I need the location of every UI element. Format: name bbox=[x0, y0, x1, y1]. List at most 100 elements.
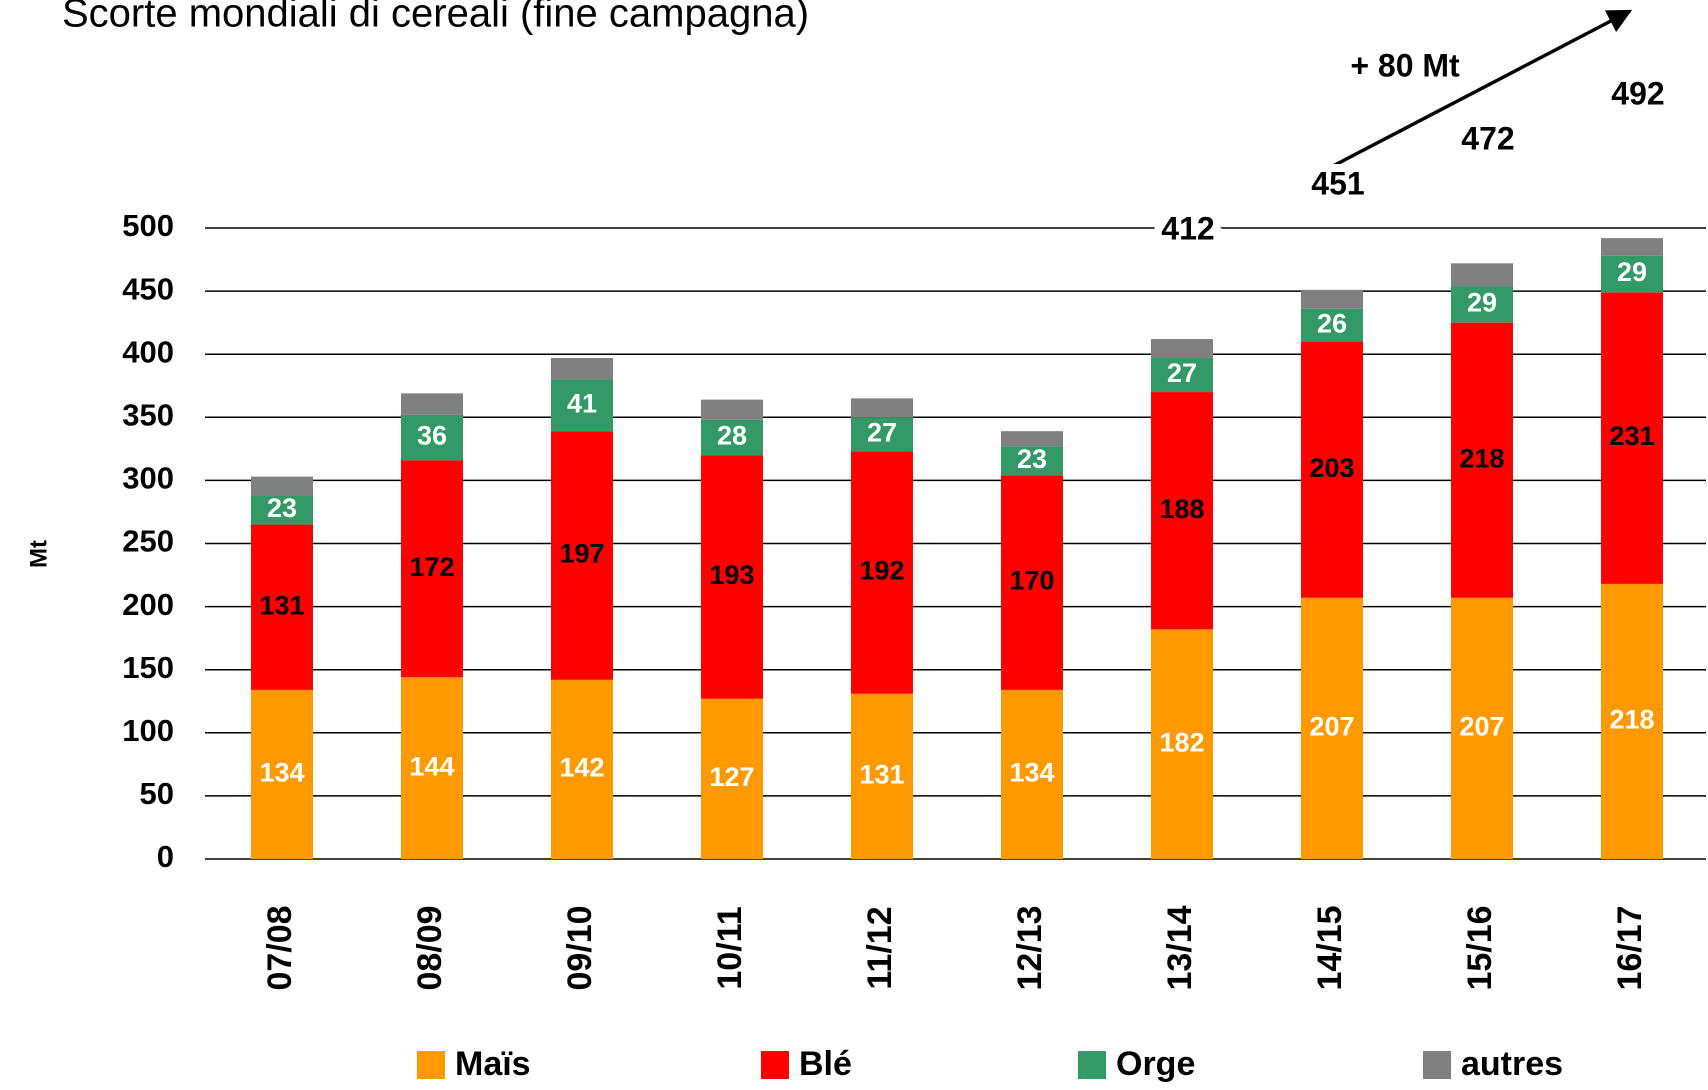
legend-swatch bbox=[1423, 1051, 1451, 1079]
value-label: 29 bbox=[1617, 257, 1647, 287]
x-tick-label: 07/08 bbox=[261, 905, 299, 990]
value-label: 188 bbox=[1159, 494, 1204, 524]
y-tick-label: 200 bbox=[122, 587, 174, 622]
value-label: 218 bbox=[1609, 705, 1654, 735]
bar-segment bbox=[851, 398, 913, 418]
value-label: 23 bbox=[267, 493, 297, 523]
legend-label: autres bbox=[1461, 1045, 1563, 1083]
trend-arrow bbox=[1309, 9, 1633, 180]
y-tick-label: 500 bbox=[122, 208, 174, 243]
value-label: 41 bbox=[567, 388, 597, 418]
x-tick-label: 15/16 bbox=[1461, 905, 1499, 990]
bar-segment bbox=[1601, 292, 1663, 584]
bar-segment bbox=[551, 379, 613, 432]
bar-segment bbox=[1001, 446, 1063, 476]
bar-segment bbox=[851, 693, 913, 859]
bar-segment bbox=[1001, 689, 1063, 859]
value-label: 131 bbox=[859, 759, 904, 789]
bar-segment bbox=[251, 495, 313, 525]
annotation: + 80 Mt bbox=[1350, 47, 1460, 83]
legend-swatch bbox=[1078, 1051, 1106, 1079]
value-label: 218 bbox=[1459, 443, 1504, 473]
value-label: 182 bbox=[1159, 727, 1204, 757]
x-tick-label: 11/12 bbox=[861, 906, 899, 989]
bar-segment bbox=[1151, 339, 1213, 358]
y-tick-label: 50 bbox=[140, 776, 174, 811]
bar-segment bbox=[1001, 431, 1063, 447]
value-label: 197 bbox=[559, 539, 604, 569]
x-tick-label: 13/14 bbox=[1161, 905, 1199, 990]
bar-segment bbox=[701, 698, 763, 859]
x-tick-label: 08/09 bbox=[411, 905, 449, 990]
value-label: 207 bbox=[1459, 712, 1504, 742]
y-tick-label: 150 bbox=[122, 650, 174, 685]
bar-segment bbox=[701, 419, 763, 456]
bar-segment bbox=[1151, 357, 1213, 393]
bar-segment bbox=[1601, 255, 1663, 293]
value-label: 131 bbox=[259, 590, 304, 620]
total-label: 451 bbox=[1311, 165, 1364, 201]
x-tick-label: 14/15 bbox=[1311, 905, 1349, 990]
bar-segment bbox=[401, 460, 463, 678]
bar-segment bbox=[251, 689, 313, 859]
y-tick-label: 250 bbox=[122, 524, 174, 559]
y-tick-label: 100 bbox=[122, 713, 174, 748]
x-tick-label: 16/17 bbox=[1611, 905, 1649, 990]
value-label: 36 bbox=[417, 421, 447, 451]
bar-segment bbox=[1001, 475, 1063, 690]
value-label: 26 bbox=[1317, 308, 1347, 338]
total-label: 472 bbox=[1461, 120, 1514, 156]
bar-segment bbox=[1151, 392, 1213, 630]
bar-segment bbox=[551, 357, 613, 380]
y-tick-label: 400 bbox=[122, 334, 174, 369]
y-tick-label: 350 bbox=[122, 397, 174, 432]
bar-segment bbox=[1601, 238, 1663, 256]
legend-label: Orge bbox=[1116, 1045, 1195, 1083]
value-label: 134 bbox=[1009, 758, 1054, 788]
bar-segment bbox=[551, 679, 613, 859]
y-tick-label: 450 bbox=[122, 271, 174, 306]
legend-label: Blé bbox=[799, 1045, 852, 1083]
total-label: 492 bbox=[1611, 75, 1664, 111]
total-label: 412 bbox=[1161, 210, 1214, 246]
value-label: 170 bbox=[1009, 566, 1054, 596]
bar-segment bbox=[251, 524, 313, 690]
value-label: 203 bbox=[1309, 453, 1354, 483]
legend-swatch bbox=[761, 1051, 789, 1079]
bar-segment bbox=[1301, 597, 1363, 859]
bar-segment bbox=[1301, 308, 1363, 342]
y-axis-title: Mt bbox=[25, 540, 52, 568]
bar-segment bbox=[401, 414, 463, 461]
value-label: 193 bbox=[709, 560, 754, 590]
value-label: 144 bbox=[409, 751, 454, 781]
bar-segment bbox=[551, 431, 613, 680]
value-label: 29 bbox=[1467, 287, 1497, 317]
bar-segment bbox=[401, 677, 463, 859]
y-tick-label: 0 bbox=[157, 839, 174, 874]
bar-segment bbox=[401, 393, 463, 415]
bar-segment bbox=[1451, 597, 1513, 859]
bar-segment bbox=[851, 417, 913, 452]
value-label: 207 bbox=[1309, 712, 1354, 742]
x-tick-label: 09/10 bbox=[561, 905, 599, 990]
bar-segment bbox=[1301, 289, 1363, 309]
y-tick-label: 300 bbox=[122, 461, 174, 496]
bar-segment bbox=[1451, 263, 1513, 287]
bar-segment bbox=[1601, 583, 1663, 859]
value-label: 142 bbox=[559, 753, 604, 783]
legend-label: Maïs bbox=[455, 1045, 531, 1083]
value-label: 231 bbox=[1609, 421, 1654, 451]
value-label: 23 bbox=[1017, 444, 1047, 474]
value-label: 27 bbox=[867, 417, 897, 447]
value-label: 192 bbox=[859, 556, 904, 586]
bar-segment bbox=[1151, 629, 1213, 859]
value-label: 27 bbox=[1167, 358, 1197, 388]
bar-segment bbox=[1451, 322, 1513, 598]
value-label: 172 bbox=[409, 552, 454, 582]
bar-segment bbox=[251, 476, 313, 496]
value-label: 127 bbox=[709, 762, 754, 792]
bar-segment bbox=[701, 399, 763, 420]
legend-swatch bbox=[417, 1051, 445, 1079]
chart-title: Scorte mondiali di cereali (fine campagn… bbox=[62, 0, 809, 36]
